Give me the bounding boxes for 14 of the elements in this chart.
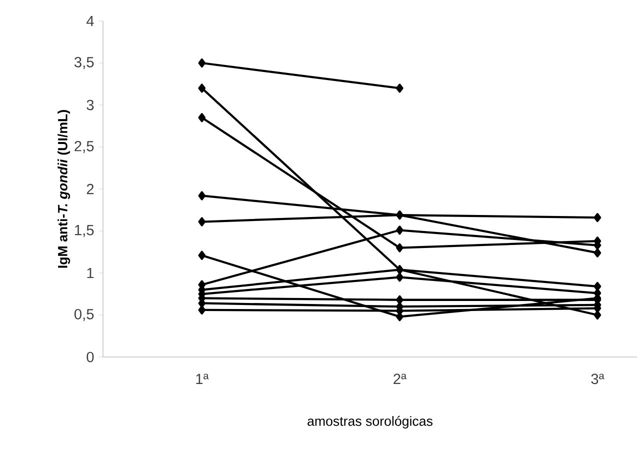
y-tick-label: 1 (87, 268, 94, 278)
x-tick-label: 1ª (196, 374, 209, 384)
y-tick-label: 3 (86, 100, 94, 110)
y-tick-label: 2,5 (74, 140, 94, 154)
y-tick-label: 2 (86, 184, 94, 194)
y-axis-title: IgM anti-T. gondii (UI/mL) (58, 110, 70, 268)
x-tick-label: 3ª (591, 374, 604, 384)
y-tick-label: 1,5 (75, 225, 94, 237)
x-axis-title: amostras sorológicas (308, 416, 432, 429)
y-tick-label: 0 (86, 352, 94, 362)
y-tick-label: 4 (86, 16, 94, 26)
y-tick-label: 3,5 (74, 56, 94, 70)
x-tick-label: 2ª (394, 374, 407, 384)
y-tick-label: 0,5 (74, 308, 94, 322)
